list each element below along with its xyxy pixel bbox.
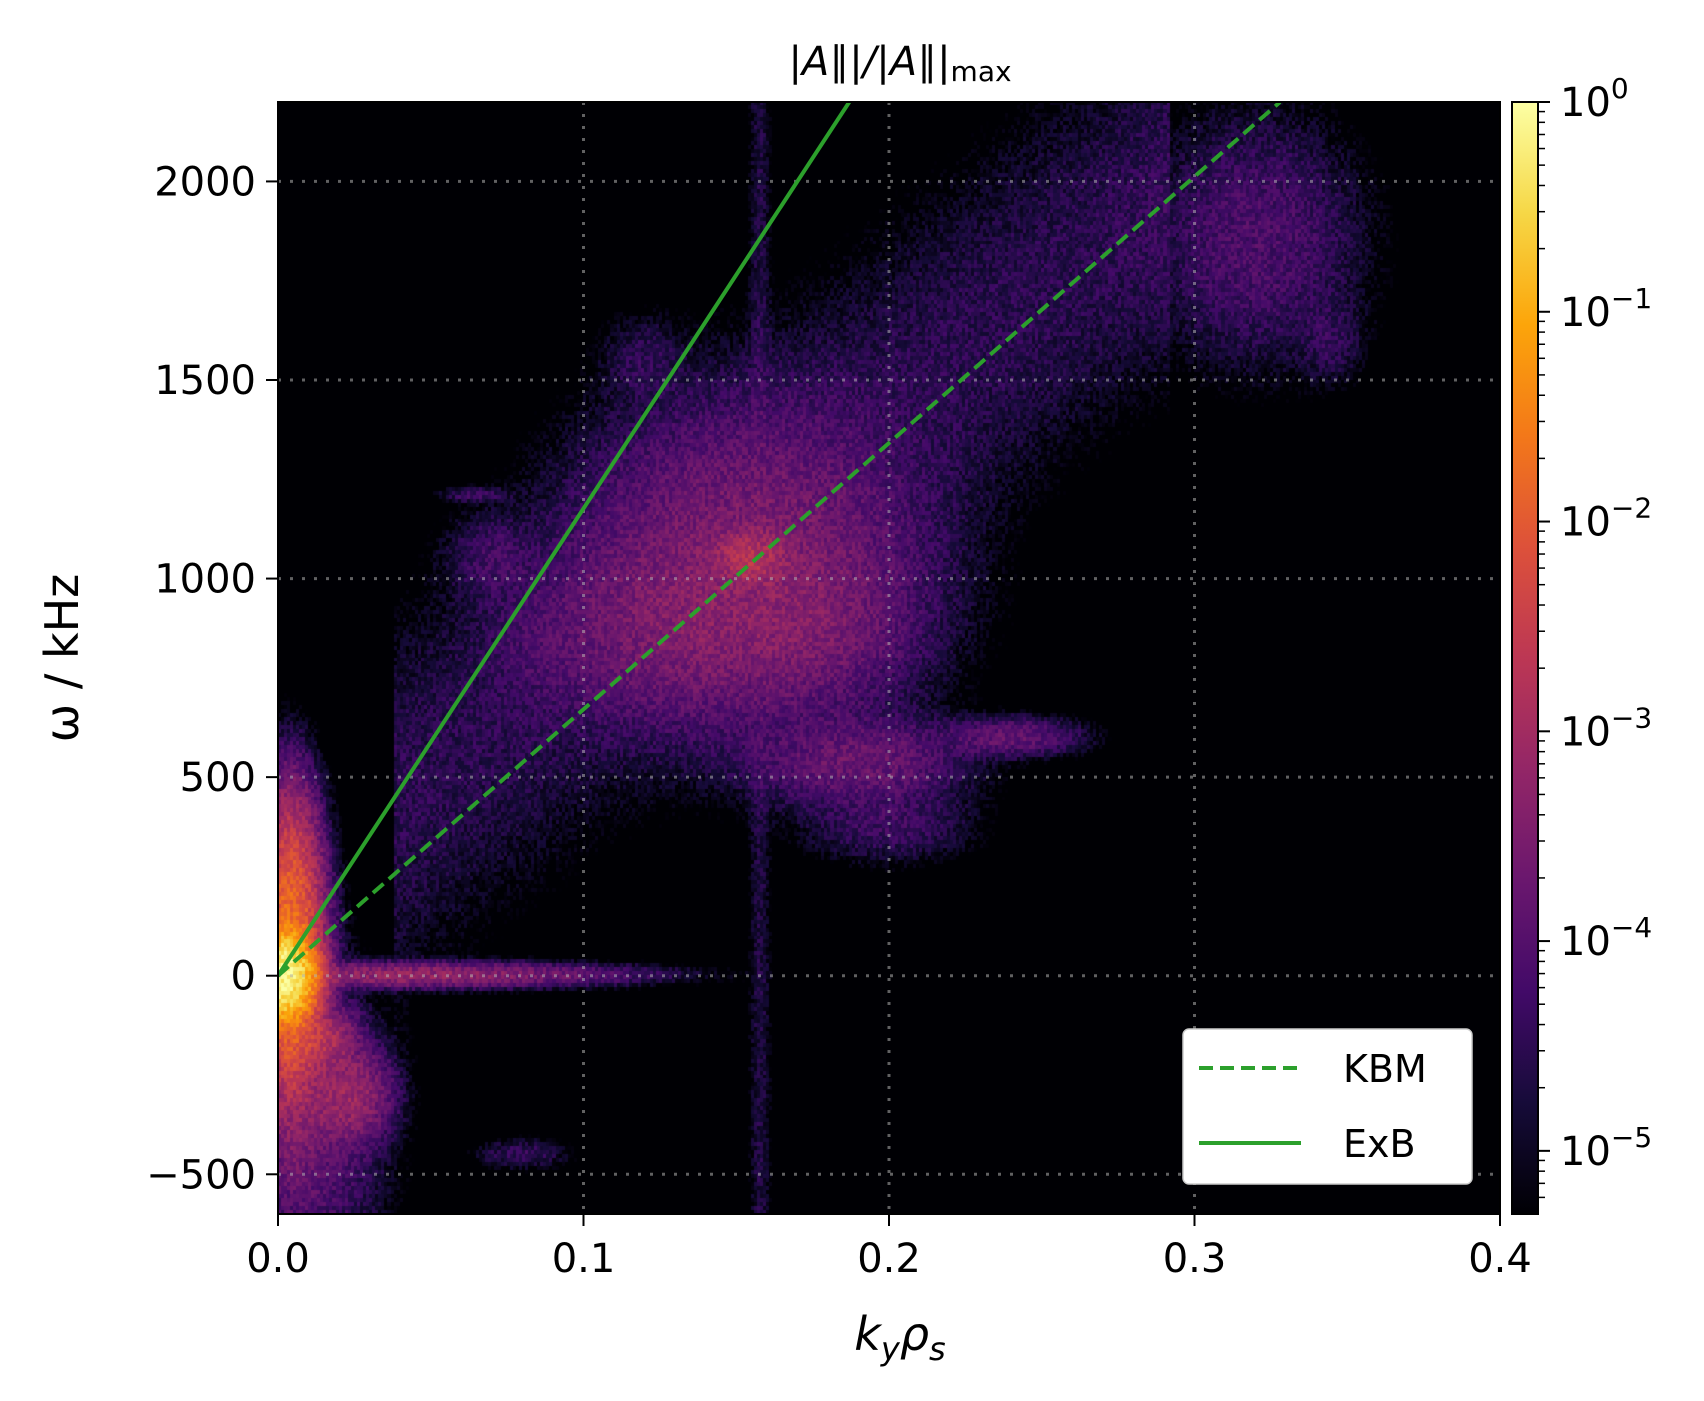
- chart-title-sub: max: [951, 55, 1012, 88]
- x-tick-label: 0.3: [1163, 1236, 1227, 1282]
- x-axis-label: kyρs: [854, 1307, 945, 1368]
- x-label-rho: ρ: [900, 1307, 929, 1361]
- y-tick-label: 1500: [154, 358, 256, 404]
- colorbar: [1512, 102, 1538, 1214]
- y-axis-label: ω / kHz: [35, 574, 89, 743]
- series-line-kbm: [278, 102, 1282, 978]
- y-tick-label: 0: [231, 954, 256, 1000]
- colorbar-tick-label: 10−3: [1560, 701, 1652, 755]
- x-tick-label: 0.4: [1468, 1236, 1532, 1282]
- x-label-rho-sub: s: [929, 1330, 946, 1368]
- chart-title-main: |A∥|/|A∥|: [788, 39, 950, 85]
- y-tick-label: −500: [146, 1152, 256, 1198]
- colorbar-tick-label: 10−2: [1560, 492, 1652, 546]
- colorbar-tick-label: 10−1: [1560, 282, 1652, 336]
- legend-box: [1182, 1028, 1473, 1185]
- legend-kbm-label: KBM: [1343, 1047, 1427, 1091]
- colorbar-ticks: 100 10−1 10−2 10−3 10−4 10−5: [1538, 72, 1652, 1199]
- colorbar-frame: [1511, 101, 1539, 1215]
- series-lines: [278, 102, 1282, 978]
- x-tick-label: 0.2: [857, 1236, 921, 1282]
- colorbar-tick-label: 10−5: [1560, 1121, 1652, 1175]
- y-axis-ticks: −500 0 500 1000 1500 2000: [146, 159, 278, 1198]
- legend-exb-label: ExB: [1343, 1122, 1416, 1166]
- x-label-k-sub: y: [880, 1330, 901, 1368]
- series-line-exb: [278, 102, 851, 977]
- x-label-k: k: [854, 1307, 883, 1361]
- legend: KBM ExB: [1182, 1028, 1473, 1185]
- x-tick-label: 0.0: [246, 1236, 310, 1282]
- chart-title: |A∥|/|A∥|max: [788, 39, 1011, 88]
- x-tick-label: 0.1: [552, 1236, 616, 1282]
- x-axis-ticks: 0.0 0.1 0.2 0.3 0.4: [246, 1214, 1532, 1282]
- y-tick-label: 500: [180, 755, 256, 801]
- colorbar-tick-label: 10−4: [1560, 911, 1652, 965]
- y-tick-label: 2000: [154, 159, 256, 205]
- colorbar-tick-label: 100: [1560, 72, 1629, 126]
- y-tick-label: 1000: [154, 557, 256, 603]
